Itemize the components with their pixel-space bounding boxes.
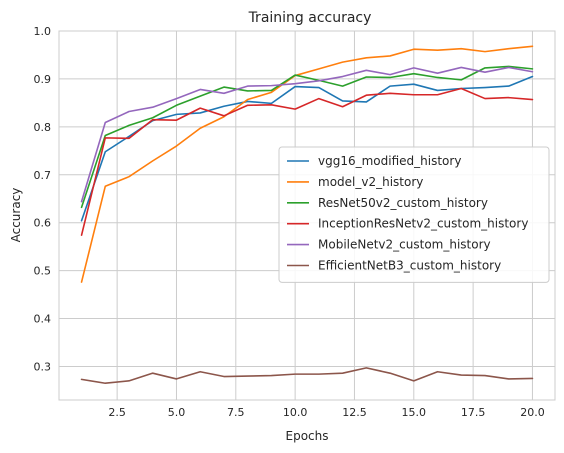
y-tick-label: 0.7 (34, 169, 52, 182)
x-tick-label: 17.5 (461, 406, 486, 419)
x-tick-label: 2.5 (108, 406, 126, 419)
x-tick-label: 15.0 (402, 406, 427, 419)
legend-entry: ResNet50v2_custom_history (318, 196, 488, 210)
chart-title: Training accuracy (248, 10, 372, 26)
y-tick-label: 1.0 (34, 25, 52, 38)
x-axis-label: Epochs (286, 429, 329, 443)
x-tick-label: 7.5 (227, 406, 245, 419)
y-tick-label: 0.4 (34, 313, 52, 326)
y-tick-label: 0.5 (34, 265, 52, 278)
y-tick-label: 0.8 (34, 121, 52, 134)
y-tick-label: 0.6 (34, 217, 52, 230)
legend: vgg16_modified_history model_v2_history Re… (279, 147, 549, 282)
x-tick-label: 12.5 (342, 406, 367, 419)
x-axis-ticks: 2.5 5.0 7.5 10.0 12.5 15.0 17.5 20.0 (108, 406, 544, 419)
x-tick-label: 5.0 (168, 406, 186, 419)
legend-entry: MobileNetv2_custom_history (318, 238, 491, 252)
legend-entry: model_v2_history (318, 175, 423, 189)
x-tick-label: 10.0 (283, 406, 308, 419)
x-tick-label: 20.0 (520, 406, 545, 419)
y-axis-ticks: 0.3 0.4 0.5 0.6 0.7 0.8 0.9 1.0 (34, 25, 52, 373)
legend-entry: vgg16_modified_history (318, 154, 461, 168)
legend-entry: EfficientNetB3_custom_history (318, 259, 501, 273)
legend-entry: InceptionResNetv2_custom_history (318, 217, 528, 231)
y-axis-label: Accuracy (9, 188, 23, 243)
y-tick-label: 0.9 (34, 73, 52, 86)
y-tick-label: 0.3 (34, 360, 52, 373)
